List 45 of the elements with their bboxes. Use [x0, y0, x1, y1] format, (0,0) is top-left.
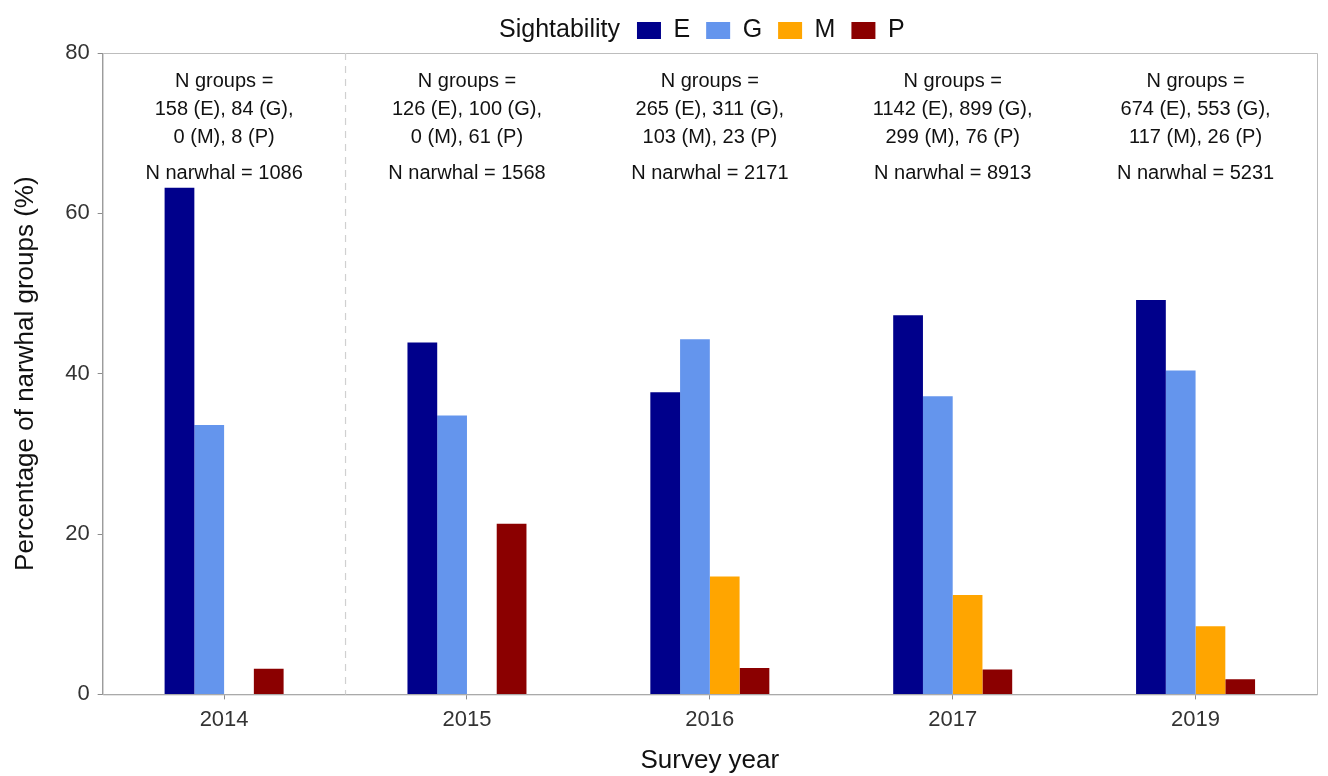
bar: [650, 392, 681, 694]
bar: [1225, 679, 1256, 694]
bar: [952, 594, 983, 694]
bar: [1195, 626, 1226, 694]
bar: [407, 342, 438, 694]
bar: [922, 396, 953, 694]
bar: [739, 667, 770, 694]
annotation: N groups = 265 (E), 311 (G), 103 (M), 23 (P): [635, 68, 785, 147]
x-tick-label: 2014: [199, 705, 249, 731]
annotation: N narwhal = 1568: [388, 160, 546, 183]
bar: [982, 669, 1013, 694]
bar: [709, 576, 740, 694]
y-tick-label: 0: [77, 680, 90, 706]
y-axis-title: Percentage of narwhal groups (%): [8, 176, 39, 571]
annotation: N groups = 674 (E), 553 (G), 117 (M), 26 (P): [1120, 68, 1271, 147]
x-tick-label: 2016: [685, 705, 735, 731]
annotation: N narwhal = 8913: [874, 160, 1032, 183]
annotation: N narwhal = 2171: [631, 160, 789, 183]
legend-label: E: [673, 14, 691, 43]
annotation: N groups = 1142 (E), 899 (G), 299 (M), 76 (P): [872, 68, 1033, 147]
legend-label: G: [742, 14, 763, 43]
bar: [1165, 370, 1196, 694]
y-tick-label: 80: [65, 39, 90, 65]
legend-label: P: [887, 14, 905, 43]
bar: [893, 315, 923, 694]
bar: [164, 187, 195, 694]
x-tick-label: 2017: [928, 705, 978, 731]
x-tick-label: 2015: [442, 705, 492, 731]
legend-title: Sightability: [499, 14, 621, 43]
y-tick-label: 20: [65, 520, 90, 546]
x-tick-label: 2019: [1171, 705, 1221, 731]
bar: [496, 523, 527, 694]
bar: [680, 339, 710, 694]
x-axis-title: Survey year: [640, 743, 780, 774]
annotation: N groups = 126 (E), 100 (G), 0 (M), 61 (P): [391, 68, 542, 147]
y-tick-label: 40: [65, 359, 90, 385]
bar: [1136, 299, 1166, 694]
annotation: N narwhal = 1086: [145, 160, 303, 183]
y-tick-label: 60: [65, 199, 90, 225]
annotation: N groups = 158 (E), 84 (G), 0 (M), 8 (P): [154, 68, 294, 147]
bar: [194, 425, 225, 694]
annotation: N narwhal = 5231: [1116, 160, 1275, 183]
bar: [253, 668, 284, 694]
legend-label: M: [814, 14, 836, 43]
bar: [437, 415, 467, 694]
